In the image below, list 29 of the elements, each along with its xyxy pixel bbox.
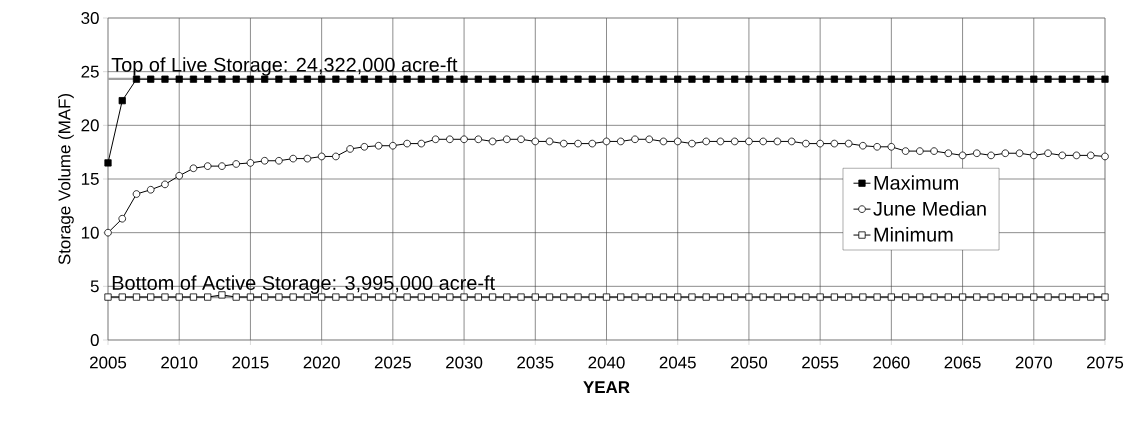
x-tick-label: 2060 bbox=[873, 356, 910, 369]
x-tick-label: 2020 bbox=[303, 356, 340, 369]
x-tick-label: 2010 bbox=[161, 356, 198, 369]
x-tick-label: 2045 bbox=[659, 356, 696, 369]
y-tick-label: 25 bbox=[81, 65, 99, 78]
y-tick-label: 20 bbox=[81, 119, 99, 132]
x-tick-label: 2070 bbox=[1015, 356, 1052, 369]
legend-label: Maximum bbox=[874, 175, 958, 190]
y-tick-label: 10 bbox=[81, 226, 99, 239]
x-tick-label: 2005 bbox=[90, 356, 127, 369]
x-tick-label: 2050 bbox=[730, 356, 768, 369]
legend-label: June Median bbox=[873, 201, 986, 216]
y-tick-label: 0 bbox=[90, 334, 99, 346]
x-tick-label: 2030 bbox=[446, 356, 483, 369]
x-tick-label: 2035 bbox=[517, 356, 554, 369]
x-axis-title: YEAR bbox=[583, 381, 630, 393]
ref-line-label: Top of Live Storage: 24,322,000 acre-ft bbox=[111, 57, 458, 76]
x-tick-label: 2015 bbox=[232, 356, 269, 369]
y-axis-title: Storage Volume (MAF) bbox=[58, 93, 74, 265]
x-tick-label: 2065 bbox=[944, 356, 981, 369]
ref-line-label: Bottom of Active Storage: 3,995,000 acre-ft bbox=[112, 275, 495, 294]
y-tick-label: 30 bbox=[81, 12, 99, 24]
legend-label: Minimum bbox=[874, 227, 953, 242]
y-tick-label: 5 bbox=[90, 280, 99, 293]
x-tick-label: 2055 bbox=[802, 356, 839, 369]
y-tick-label: 15 bbox=[81, 173, 99, 185]
x-tick-label: 2075 bbox=[1087, 356, 1124, 369]
x-tick-label: 2025 bbox=[374, 356, 411, 369]
x-tick-label: 2040 bbox=[588, 356, 625, 369]
